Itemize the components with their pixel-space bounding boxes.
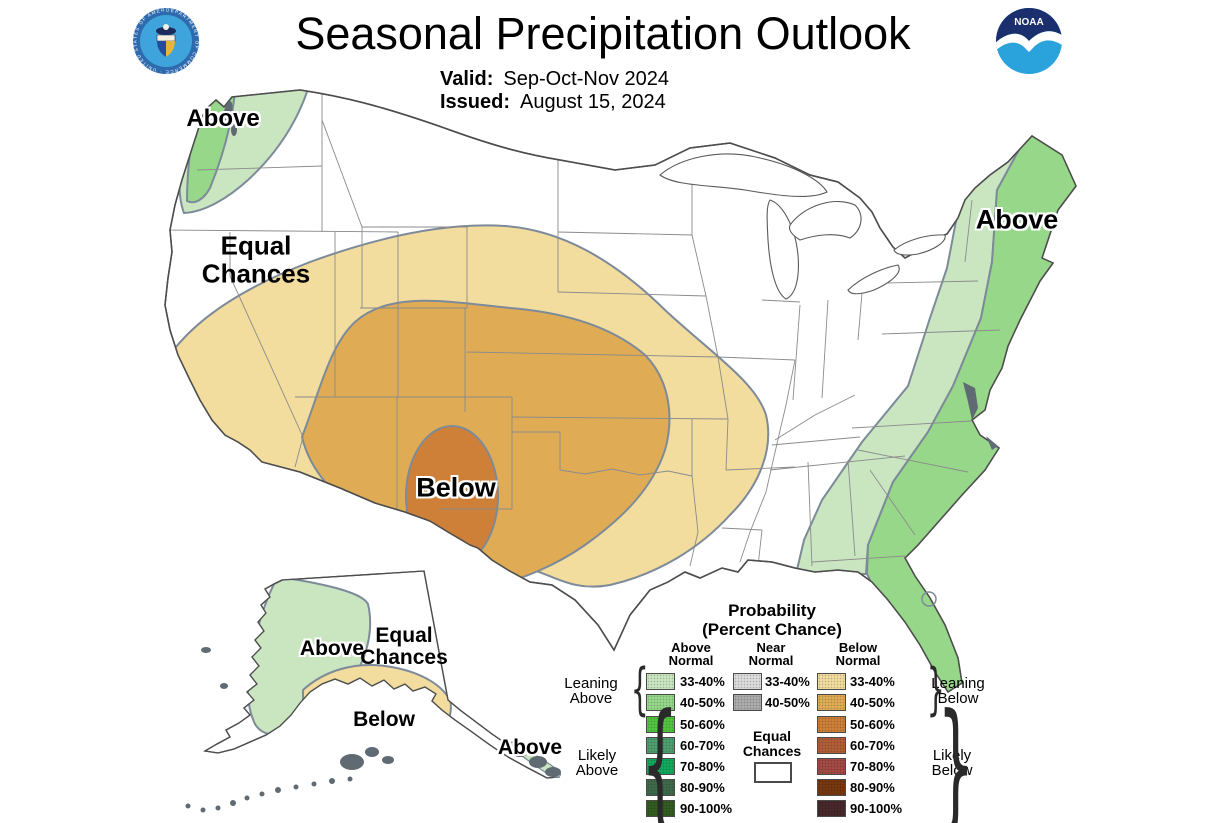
legend-label-above-90-100: 90-100% [680, 801, 733, 816]
brace-likely-below: } [937, 684, 975, 823]
legend-swatch-above-40-50 [646, 694, 675, 711]
doc-seal-logo: DEPARTMENT OF COMMERCE · UNITED STATES O… [130, 5, 202, 82]
issued-line: Issued: August 15, 2024 [440, 91, 666, 114]
legend-leaning-above: Leaning Above [564, 675, 618, 707]
brace-leaning-above: { [630, 657, 649, 722]
label-west-equal-line1: Equal [220, 230, 292, 261]
legend-swatch-below-50-60 [817, 716, 846, 733]
valid-label: Valid: [440, 68, 494, 90]
legend-swatch-above-70-80 [646, 758, 675, 775]
svg-text:NOAA: NOAA [1014, 17, 1043, 28]
legend-swatch-above-33-40 [646, 673, 675, 690]
issued-label: Issued: [440, 91, 511, 113]
issued-value: August 15, 2024 [520, 91, 666, 113]
legend-swatch-near-40-50 [733, 694, 762, 711]
legend-swatch-below-80-90 [817, 779, 846, 796]
noaa-logo: NOAA [993, 5, 1065, 82]
legend-label-near-33-40: 33-40% [765, 674, 810, 689]
legend-label-below-70-80: 70-80% [850, 759, 895, 774]
brace-likely-above: { [641, 684, 679, 823]
legend-swatch-below-90-100 [817, 800, 846, 817]
legend-col-near-normal: Near Normal [748, 640, 794, 668]
alaska-outline [203, 570, 560, 779]
label-northeast-above: Above [975, 204, 1059, 235]
label-alaska-above: Above [299, 637, 365, 660]
lake-ontario [893, 234, 946, 256]
legend-swatch-below-33-40 [817, 673, 846, 690]
legend-swatch-above-90-100 [646, 800, 675, 817]
brace-leaning-below: } [926, 657, 945, 722]
great-lakes [659, 153, 946, 300]
valid-line: Valid: Sep-Oct-Nov 2024 [440, 68, 669, 91]
label-pnw-above: Above [186, 105, 260, 132]
legend-swatch-near-33-40 [733, 673, 762, 690]
coastal-details [223, 101, 998, 450]
legend-equal-chances-line2: Chances [742, 743, 802, 759]
legend-label-below-60-70: 60-70% [850, 738, 895, 753]
legend-label-below-90-100: 90-100% [850, 801, 903, 816]
legend-label-above-50-60: 50-60% [680, 717, 725, 732]
legend-swatch-below-60-70 [817, 737, 846, 754]
legend-likely-below: Likely Below [931, 747, 973, 779]
label-alaska-equal-line2: Chances [360, 646, 448, 669]
legend-label-below-50-60: 50-60% [850, 717, 895, 732]
legend-likely-above: Likely Above [575, 747, 619, 779]
legend-leaning-below: Leaning Below [931, 675, 985, 707]
page-title: Seasonal Precipitation Outlook [295, 8, 911, 59]
legend-label-below-40-50: 40-50% [850, 695, 895, 710]
legend-label-above-40-50: 40-50% [680, 695, 725, 710]
legend-label-above-70-80: 70-80% [680, 759, 725, 774]
state-boundaries [166, 93, 1001, 567]
lake-okeechobee [921, 591, 937, 607]
legend-label-below-80-90: 80-90% [850, 780, 895, 795]
label-alaska-panhandle-above: Above [497, 736, 563, 759]
legend-label-above-33-40: 33-40% [680, 674, 725, 689]
legend-col-above-normal: Above Normal [668, 640, 714, 668]
conus-outline [164, 89, 1077, 694]
legend-equal-chances-box [754, 762, 792, 783]
label-alaska-equal-line1: Equal [375, 624, 433, 647]
legend-swatch-above-50-60 [646, 716, 675, 733]
legend-col-below-normal: Below Normal [835, 640, 881, 668]
legend-swatch-below-40-50 [817, 694, 846, 711]
alaska-islands [185, 647, 561, 813]
legend-swatch-below-70-80 [817, 758, 846, 775]
legend-label-above-60-70: 60-70% [680, 738, 725, 753]
legend-label-above-80-90: 80-90% [680, 780, 725, 795]
legend-label-below-33-40: 33-40% [850, 674, 895, 689]
label-west-equal-line2: Chances [201, 258, 311, 289]
label-alaska-below: Below [353, 708, 415, 731]
legend-label-near-40-50: 40-50% [765, 695, 810, 710]
lake-huron [788, 201, 862, 241]
legend-equal-chances-line1: Equal [752, 728, 792, 744]
lake-erie [847, 264, 900, 295]
valid-value: Sep-Oct-Nov 2024 [503, 68, 669, 90]
lake-superior [659, 153, 828, 198]
region-alaska-below-40-50 [388, 690, 414, 708]
label-central-below: Below [416, 472, 496, 503]
legend-swatch-above-60-70 [646, 737, 675, 754]
legend-title-line1: Probability [728, 601, 816, 620]
legend-swatch-above-80-90 [646, 779, 675, 796]
legend-title-line2: (Percent Chance) [702, 620, 842, 639]
